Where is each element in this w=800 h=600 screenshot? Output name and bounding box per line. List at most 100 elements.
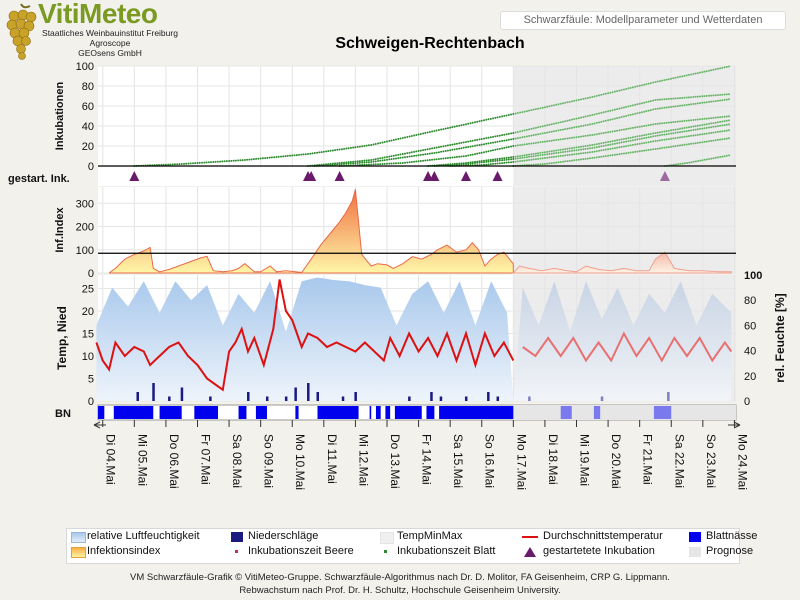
incubation-point xyxy=(453,148,456,151)
incubation-point xyxy=(598,149,601,152)
incubation-point xyxy=(467,162,470,165)
incubation-point xyxy=(661,130,664,133)
incubation-point xyxy=(685,126,688,129)
incubation-point xyxy=(649,100,652,103)
incubation-point xyxy=(636,103,639,106)
incubation-point xyxy=(593,156,596,159)
incubation-point xyxy=(654,132,657,134)
incubation-point xyxy=(286,154,289,157)
incubation-point xyxy=(338,148,341,151)
incubation-point xyxy=(690,129,693,132)
incubation-point xyxy=(374,158,377,161)
incubation-point xyxy=(703,123,706,126)
incubation-point xyxy=(320,151,323,154)
incubation-point xyxy=(593,133,596,136)
incubation-point xyxy=(377,142,379,145)
incubation-point xyxy=(714,100,717,103)
incubation-point xyxy=(417,150,420,152)
incubation-point xyxy=(625,145,628,148)
incubation-point xyxy=(180,163,183,165)
humidity-tick-label: 80 xyxy=(744,295,756,307)
incubation-point xyxy=(377,157,379,160)
incubation-point xyxy=(710,94,713,97)
incubation-point xyxy=(417,133,420,136)
incubation-point xyxy=(516,144,519,147)
incubation-point xyxy=(679,162,682,165)
incubation-point xyxy=(370,159,373,161)
incubation-point xyxy=(489,163,492,166)
incubation-point xyxy=(503,157,506,160)
incubation-point xyxy=(386,162,388,165)
incubation-point xyxy=(675,163,677,166)
incubation-point xyxy=(705,101,708,104)
incubation-point xyxy=(401,137,404,139)
incubation-point xyxy=(548,153,551,155)
incubation-point xyxy=(392,139,395,141)
incubation-point xyxy=(586,97,589,99)
precipitation-bar xyxy=(152,383,155,401)
leaf-wetness-interval xyxy=(194,406,219,419)
incubation-point xyxy=(395,154,397,157)
incubation-point xyxy=(557,155,560,158)
incubation-point xyxy=(636,143,639,146)
incubation-point xyxy=(424,159,427,162)
humidity-tick-label: 20 xyxy=(744,371,756,383)
precipitation-bar xyxy=(487,392,490,401)
incubation-point xyxy=(505,156,508,159)
incubation-point xyxy=(690,125,693,128)
incubation-point xyxy=(433,147,436,149)
incubation-point xyxy=(577,125,580,128)
incubation-axis-tick-label: 20 xyxy=(82,141,94,153)
x-tick-label: Sa 22.Mai xyxy=(672,434,686,488)
incubation-point xyxy=(528,128,531,131)
incubation-point xyxy=(164,163,167,166)
incubation-point xyxy=(225,160,228,163)
incubation-point xyxy=(708,132,710,135)
incubation-point xyxy=(589,147,591,150)
incubation-point xyxy=(397,153,400,156)
incubation-point xyxy=(634,112,637,115)
incubation-point xyxy=(543,163,546,165)
incubation-point xyxy=(584,115,587,118)
incubation-point xyxy=(404,152,406,155)
incubation-point xyxy=(510,161,513,164)
incubation-point xyxy=(685,143,688,146)
incubation-point xyxy=(451,156,454,159)
incubation-point xyxy=(539,151,542,154)
incubation-point xyxy=(313,152,316,154)
incubation-point xyxy=(645,124,648,127)
incubation-point xyxy=(392,154,395,157)
incubation-point xyxy=(683,74,686,77)
incubation-point xyxy=(424,153,427,156)
incubation-point xyxy=(566,119,569,122)
incubation-point xyxy=(465,163,467,165)
incubation-point xyxy=(710,69,713,72)
incubation-point xyxy=(521,129,524,132)
incubation-point xyxy=(716,130,719,133)
brand-logo: VitiMeteo xyxy=(38,0,158,29)
incubation-point xyxy=(611,118,614,121)
started-incubation-forecast xyxy=(513,167,736,186)
incubation-point xyxy=(537,141,540,144)
incubation-point xyxy=(586,147,589,150)
incubation-point xyxy=(510,145,513,148)
incubation-point xyxy=(670,77,673,80)
incubation-point xyxy=(214,160,217,163)
incubation-point xyxy=(377,163,379,166)
incubation-point xyxy=(388,155,391,158)
x-tick-label: Fr 14.Mai xyxy=(420,434,434,485)
incubation-point xyxy=(645,110,648,113)
incubation-point xyxy=(424,148,427,151)
incubation-point xyxy=(555,129,558,132)
incubation-point xyxy=(512,145,515,147)
incubation-point xyxy=(699,124,701,127)
incubation-point xyxy=(681,120,684,123)
incubation-point xyxy=(690,142,693,145)
incubation-point xyxy=(573,159,576,162)
incubation-point xyxy=(189,162,192,165)
incubation-point xyxy=(712,122,715,125)
incubation-point xyxy=(688,161,691,164)
incubation-point xyxy=(670,132,673,135)
incubation-point xyxy=(728,93,730,96)
incubation-point xyxy=(537,133,540,136)
